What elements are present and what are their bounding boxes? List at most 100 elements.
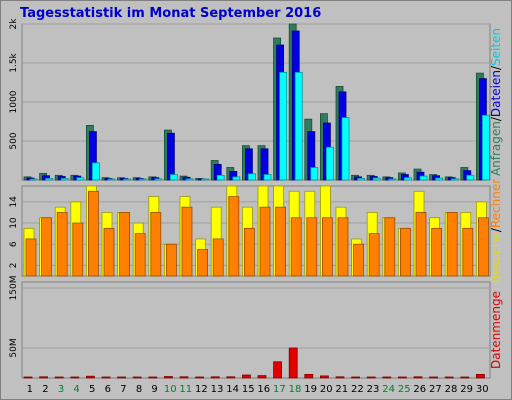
bar-seiten-day-13 (216, 174, 225, 181)
legend-part-1: Besuche (489, 232, 503, 283)
bar-seiten-day-26 (419, 175, 428, 181)
bar-datenmenge-day-13 (210, 376, 220, 379)
day-label-30: 30 (476, 384, 489, 395)
panel-2-plot-area (21, 185, 491, 277)
day-label-20: 20 (320, 384, 333, 395)
bar-datenmenge-day-17 (273, 361, 283, 379)
day-label-5: 5 (89, 384, 95, 395)
day-label-7: 7 (120, 384, 126, 395)
bar-rechner-day-16 (259, 206, 271, 277)
bar-rechner-day-9 (150, 212, 162, 277)
bar-datenmenge-day-22 (351, 376, 361, 379)
bar-rechner-day-8 (134, 233, 146, 277)
bar-datenmenge-day-16 (257, 375, 267, 379)
bar-rechner-day-10 (165, 243, 177, 277)
bar-datenmenge-day-8 (132, 376, 142, 379)
bar-seiten-day-14 (232, 176, 241, 181)
bar-seiten-day-6 (107, 178, 116, 181)
chart-title: Tagesstatistik im Monat September 2016 (20, 6, 322, 21)
bar-datenmenge-day-15 (241, 374, 251, 379)
panel-1-tick-label-2: 1000 (9, 90, 19, 113)
bar-seiten-day-30 (481, 114, 490, 181)
bar-seiten-day-10 (169, 174, 178, 181)
bar-datenmenge-day-20 (319, 375, 329, 379)
bar-datenmenge-day-26 (413, 376, 423, 379)
bar-datenmenge-day-6 (101, 376, 111, 379)
panel-1-tick-label-3: 1.5k (9, 52, 19, 72)
day-label-9: 9 (151, 384, 157, 395)
bar-seiten-day-18 (294, 71, 303, 181)
bar-seiten-day-25 (403, 177, 412, 181)
day-label-17: 17 (273, 384, 286, 395)
bar-datenmenge-day-12 (195, 376, 205, 379)
day-label-27: 27 (429, 384, 442, 395)
day-label-6: 6 (105, 384, 111, 395)
bar-seiten-day-24 (388, 178, 397, 181)
day-label-1: 1 (27, 384, 33, 395)
day-label-11: 11 (179, 384, 192, 395)
bar-datenmenge-day-21 (335, 376, 345, 379)
bar-rechner-day-15 (243, 227, 255, 277)
panel-2-tick-label-4: 14 (9, 196, 19, 208)
bar-seiten-day-20 (325, 146, 334, 181)
bar-seiten-day-21 (341, 117, 350, 181)
bar-datenmenge-day-2 (39, 376, 48, 379)
bar-datenmenge-day-19 (304, 373, 314, 379)
bar-rechner-day-25 (399, 227, 411, 277)
day-label-28: 28 (445, 384, 458, 395)
bar-rechner-day-26 (415, 212, 427, 277)
legend-part-1: Datenmenge (489, 291, 503, 369)
panel-1-tick-label-1: 500 (9, 132, 19, 149)
bar-datenmenge-day-10 (163, 376, 173, 379)
bar-seiten-day-28 (450, 178, 459, 181)
bar-rechner-day-30 (477, 217, 489, 277)
panel-2-tick-label-2: 6 (9, 241, 19, 247)
day-label-3: 3 (58, 384, 64, 395)
bar-datenmenge-day-9 (148, 376, 158, 379)
bar-datenmenge-day-14 (226, 376, 236, 379)
bar-rechner-day-24 (384, 217, 396, 277)
bar-seiten-day-22 (357, 178, 366, 181)
panel-2-tick-label-1: 2 (9, 263, 19, 269)
bar-seiten-day-19 (310, 167, 319, 181)
bar-rechner-day-23 (368, 233, 380, 277)
bar-datenmenge-day-24 (382, 376, 392, 379)
day-label-26: 26 (413, 384, 426, 395)
bar-datenmenge-day-4 (70, 376, 80, 379)
bar-rechner-day-11 (181, 206, 193, 277)
panel-3-tick-label-1: 50M (9, 338, 19, 357)
bar-rechner-day-27 (431, 227, 443, 277)
bar-rechner-day-1 (25, 238, 37, 277)
day-label-16: 16 (257, 384, 270, 395)
bar-rechner-day-3 (56, 212, 68, 277)
bar-datenmenge-day-3 (54, 376, 64, 379)
day-label-18: 18 (289, 384, 302, 395)
bar-rechner-day-21 (337, 217, 349, 277)
bar-seiten-day-29 (466, 174, 475, 181)
bar-rechner-day-28 (446, 212, 458, 277)
day-label-8: 8 (136, 384, 142, 395)
day-label-15: 15 (242, 384, 255, 395)
legend-part-1: Anfragen (489, 121, 503, 176)
legend-part-5: Seiten (489, 28, 503, 66)
day-label-12: 12 (195, 384, 208, 395)
bar-rechner-day-19 (306, 217, 318, 277)
panel-1-legend-label: Anfragen/Dateien/Seiten (489, 28, 503, 176)
bar-rechner-day-7 (119, 212, 130, 277)
day-label-14: 14 (226, 384, 239, 395)
panel-2-legend-label: Besuche/Rechner (489, 179, 503, 283)
bar-rechner-day-20 (321, 217, 333, 277)
bar-seiten-day-17 (279, 71, 288, 181)
bar-datenmenge-day-27 (429, 376, 439, 379)
legend-part-3: Rechner (489, 179, 503, 228)
bar-datenmenge-day-1 (23, 376, 33, 379)
day-label-25: 25 (398, 384, 411, 395)
day-label-22: 22 (351, 384, 364, 395)
day-label-29: 29 (460, 384, 473, 395)
bar-rechner-day-13 (212, 238, 224, 277)
legend-part-2: / (489, 227, 503, 232)
panel-3-tick-label-2: 150M (9, 276, 19, 301)
bar-rechner-day-5 (88, 190, 99, 277)
